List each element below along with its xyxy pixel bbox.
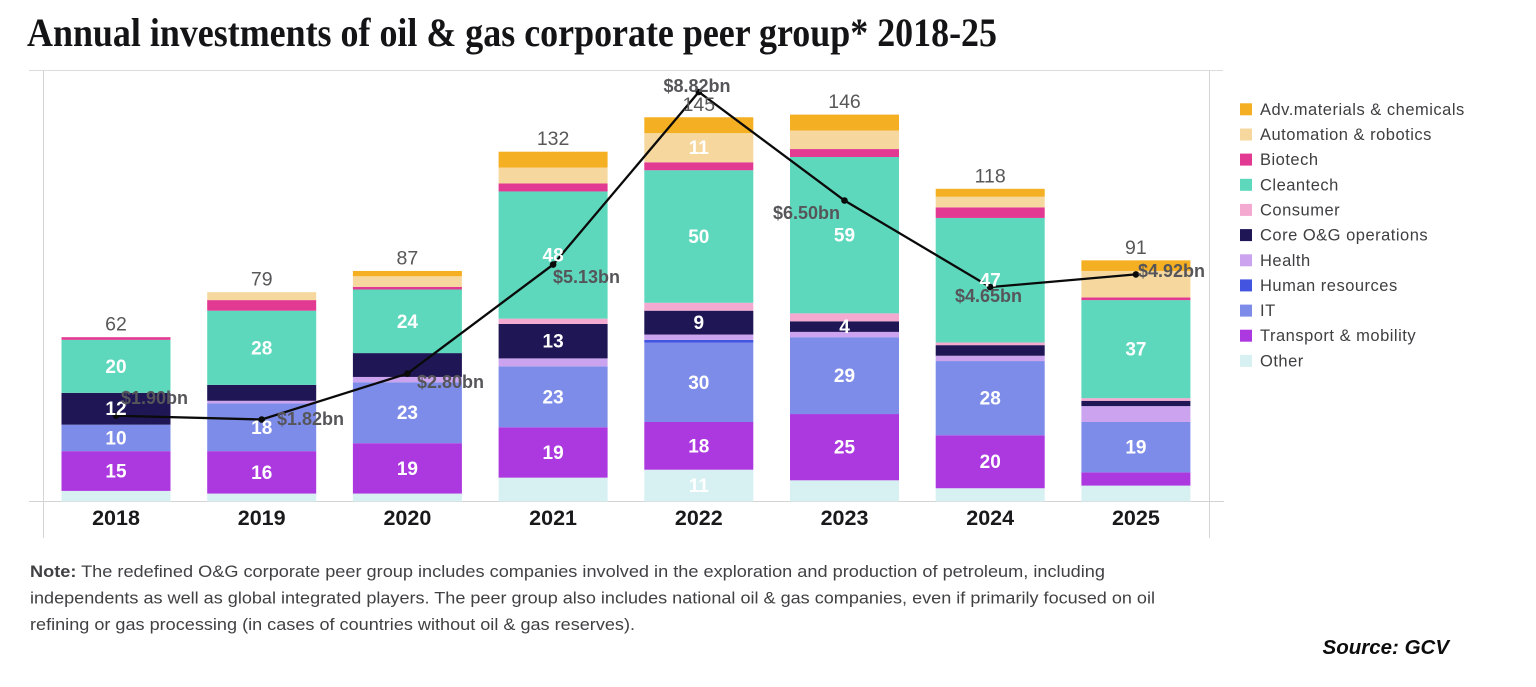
svg-text:12: 12 — [105, 399, 126, 420]
svg-text:146: 146 — [828, 91, 861, 113]
svg-text:25: 25 — [834, 438, 856, 459]
svg-text:2023: 2023 — [821, 506, 869, 530]
svg-text:$5.13bn: $5.13bn — [553, 267, 620, 287]
svg-text:79: 79 — [251, 269, 273, 291]
svg-text:independents as well as global: independents as well as global integrate… — [30, 590, 1155, 608]
svg-text:20: 20 — [105, 357, 126, 378]
svg-text:IT: IT — [1260, 302, 1276, 320]
svg-text:2020: 2020 — [383, 506, 431, 530]
svg-text:118: 118 — [975, 165, 1006, 187]
svg-text:Health: Health — [1260, 252, 1311, 270]
svg-text:132: 132 — [537, 128, 570, 150]
svg-text:11: 11 — [689, 476, 710, 497]
svg-text:47: 47 — [980, 271, 1001, 292]
svg-text:13: 13 — [543, 332, 564, 353]
svg-text:11: 11 — [689, 138, 710, 159]
svg-text:2025: 2025 — [1112, 506, 1160, 530]
svg-text:30: 30 — [688, 373, 709, 394]
svg-text:87: 87 — [397, 248, 419, 270]
svg-text:Human resources: Human resources — [1260, 277, 1398, 295]
svg-text:24: 24 — [397, 312, 419, 333]
svg-text:2022: 2022 — [675, 506, 723, 530]
svg-text:Biotech: Biotech — [1260, 151, 1319, 169]
svg-text:19: 19 — [1125, 438, 1146, 459]
svg-text:2021: 2021 — [529, 506, 577, 530]
svg-text:refining or gas processing (i: refining or gas processing (in cases of … — [30, 616, 635, 634]
svg-text:$2.80bn: $2.80bn — [417, 372, 484, 392]
svg-text:Annual investments of oil & ga: Annual investments of oil & gas corporat… — [27, 10, 997, 55]
svg-text:2018: 2018 — [92, 506, 140, 530]
svg-text:Consumer: Consumer — [1260, 201, 1340, 219]
svg-text:Core O&G operations: Core O&G operations — [1260, 227, 1428, 245]
svg-text:$1.82bn: $1.82bn — [277, 409, 344, 429]
svg-text:$4.92bn: $4.92bn — [1138, 261, 1205, 281]
svg-text:16: 16 — [251, 463, 272, 484]
svg-text:Transport & mobility: Transport & mobility — [1260, 327, 1416, 345]
svg-text:$1.90bn: $1.90bn — [121, 388, 188, 408]
svg-text:4: 4 — [839, 317, 850, 338]
svg-text:19: 19 — [397, 459, 418, 480]
svg-text:$8.82bn: $8.82bn — [663, 76, 730, 96]
svg-text:Source: GCV: Source: GCV — [1323, 636, 1452, 659]
svg-text:59: 59 — [834, 226, 855, 247]
svg-text:20: 20 — [980, 452, 1001, 473]
svg-text:29: 29 — [834, 366, 855, 387]
svg-text:28: 28 — [980, 389, 1001, 410]
svg-text:Other: Other — [1260, 352, 1304, 370]
svg-text:37: 37 — [1125, 340, 1146, 361]
svg-text:2019: 2019 — [238, 506, 286, 530]
svg-text:23: 23 — [543, 387, 564, 408]
svg-text:2024: 2024 — [966, 506, 1014, 530]
svg-text:9: 9 — [694, 313, 705, 334]
svg-text:Automation & robotics: Automation & robotics — [1260, 126, 1432, 144]
svg-text:62: 62 — [105, 314, 127, 336]
svg-text:$4.65bn: $4.65bn — [955, 286, 1022, 306]
svg-text:$6.50bn: $6.50bn — [773, 203, 840, 223]
svg-text:19: 19 — [543, 443, 564, 464]
svg-text:50: 50 — [688, 227, 709, 248]
svg-text:18: 18 — [251, 418, 272, 439]
svg-text:91: 91 — [1125, 237, 1147, 259]
svg-text:Note: The redefined O&G corpor: Note: The redefined O&G corporate peer g… — [30, 563, 1105, 581]
svg-text:Adv.materials & chemicals: Adv.materials & chemicals — [1260, 101, 1465, 119]
svg-text:28: 28 — [251, 338, 272, 359]
svg-text:48: 48 — [543, 246, 564, 267]
svg-text:10: 10 — [105, 428, 126, 449]
svg-text:18: 18 — [688, 436, 709, 457]
svg-text:15: 15 — [105, 462, 127, 483]
svg-text:Cleantech: Cleantech — [1260, 176, 1339, 194]
svg-text:23: 23 — [397, 403, 418, 424]
svg-text:145: 145 — [683, 94, 716, 116]
